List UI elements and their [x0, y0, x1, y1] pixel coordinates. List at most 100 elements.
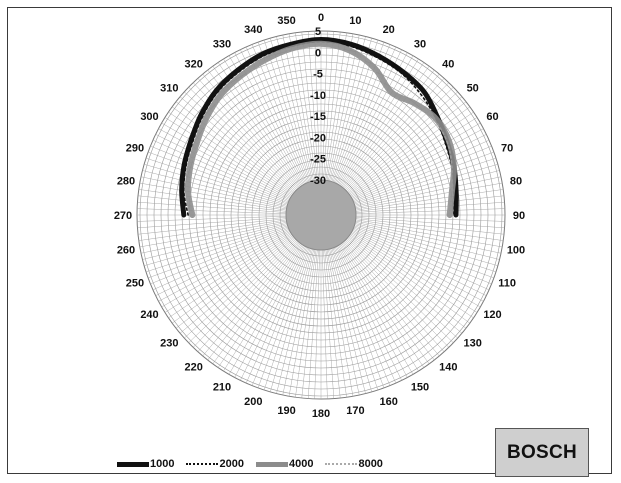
grid-spoke [202, 230, 309, 357]
grid-spoke [330, 232, 408, 378]
grid-spoke [340, 218, 503, 248]
grid-spoke [324, 234, 354, 397]
polar-grid [137, 31, 505, 399]
series-line-4000 [184, 40, 457, 218]
legend-swatch-4000 [255, 461, 288, 467]
grid-spoke [326, 233, 379, 391]
grid-spoke [223, 231, 311, 372]
grid-spoke [145, 220, 303, 273]
grid-spoke [335, 228, 454, 343]
grid-spoke [338, 128, 484, 206]
grid-spoke [288, 33, 318, 196]
grid-spoke [140, 218, 302, 254]
grid-spoke [234, 232, 312, 378]
angle-label-250: 250 [126, 278, 144, 290]
grid-spoke [340, 195, 505, 214]
grid-spoke [307, 234, 320, 399]
grid-spoke [339, 220, 497, 273]
grid-spoke [251, 233, 314, 386]
grid-spoke [326, 234, 372, 392]
radial-label-0: 0 [315, 47, 321, 59]
chart-frame: 0 10 20 30 40 50 60 70 80 90 100 110 120 130 140 150 160… [7, 7, 612, 477]
grid-spoke [339, 157, 497, 210]
grid-spoke [158, 224, 304, 302]
grid-spoke [338, 224, 484, 302]
grid-spoke [142, 170, 302, 211]
grid-spoke [340, 215, 505, 222]
grid-spoke [339, 145, 492, 208]
angle-label-270: 270 [114, 210, 132, 222]
grid-spoke [336, 101, 467, 203]
angle-label-50: 50 [467, 83, 479, 95]
grid-spoke [161, 224, 304, 308]
grid-spoke [263, 39, 316, 197]
angle-tick-labels: 0 102030405060708090100110120130140150160… [114, 12, 525, 420]
angle-label-320: 320 [185, 58, 203, 70]
grid-spoke [336, 227, 463, 334]
grid-spoke [323, 32, 347, 196]
grid-spoke [301, 234, 320, 399]
grid-spoke [148, 151, 303, 209]
grid-spoke [145, 157, 303, 210]
grid-spoke [330, 55, 414, 198]
grid-spoke [138, 189, 302, 213]
radial-label--30: -30 [310, 175, 326, 187]
grid-spoke [340, 189, 504, 213]
grid-spoke [207, 230, 309, 361]
grid-spoke [164, 117, 305, 205]
series-line-2000 [182, 40, 455, 216]
grid-spoke [137, 215, 302, 222]
grid-spoke [184, 228, 307, 339]
angle-label-60: 60 [486, 111, 498, 123]
grid-spoke [257, 42, 315, 197]
logo-text: BOSCH [506, 441, 578, 463]
angle-label-90: 90 [513, 210, 525, 222]
grid-spoke [337, 117, 478, 205]
grid-spoke [340, 201, 505, 214]
grid-spoke [340, 164, 498, 210]
grid-spoke [270, 234, 316, 392]
grid-spoke [337, 106, 470, 204]
grid-spoke [150, 145, 303, 208]
grid-spoke [340, 216, 505, 229]
grid-spoke [158, 128, 304, 206]
angle-label-160: 160 [380, 396, 398, 408]
angle-label-20: 20 [383, 24, 395, 36]
grid-spoke [137, 216, 302, 229]
angle-label-140: 140 [439, 362, 457, 374]
grid-spoke [331, 62, 425, 199]
grid-spoke [307, 31, 320, 196]
grid-spoke [332, 66, 430, 199]
grid-spoke [338, 122, 481, 206]
grid-spoke [188, 228, 307, 343]
grid-spoke [152, 139, 303, 208]
angle-label-80: 80 [510, 176, 522, 188]
grid-spoke [251, 44, 314, 197]
grid-spoke [152, 222, 303, 291]
legend-label-2000: 2000 [219, 458, 244, 470]
grid-spoke [335, 91, 458, 202]
angle-label-240: 240 [140, 309, 158, 321]
angle-label-190: 190 [277, 405, 295, 417]
grid-spoke [144, 220, 302, 266]
legend-item-4000: 4000 [255, 458, 313, 470]
angle-label-290: 290 [126, 142, 144, 154]
grid-spoke [340, 217, 504, 241]
grid-spoke [172, 106, 305, 204]
angle-label-0: 0 [318, 12, 324, 24]
grid-spoke [340, 218, 502, 254]
grid-spoke [339, 222, 490, 291]
angle-label-180: 180 [312, 408, 330, 420]
grid-spoke [332, 231, 430, 364]
grid-spoke [172, 226, 305, 324]
grid-spoke [295, 234, 319, 398]
angle-label-200: 200 [244, 396, 262, 408]
legend-label-1000: 1000 [150, 458, 175, 470]
angle-label-40: 40 [442, 58, 454, 70]
legend-item-1000: 1000 [117, 458, 174, 470]
grid-spoke [338, 134, 487, 207]
grid-spoke [155, 134, 304, 207]
grid-spoke [337, 225, 478, 313]
grid-spoke [340, 216, 505, 235]
grid-spoke [338, 224, 481, 308]
